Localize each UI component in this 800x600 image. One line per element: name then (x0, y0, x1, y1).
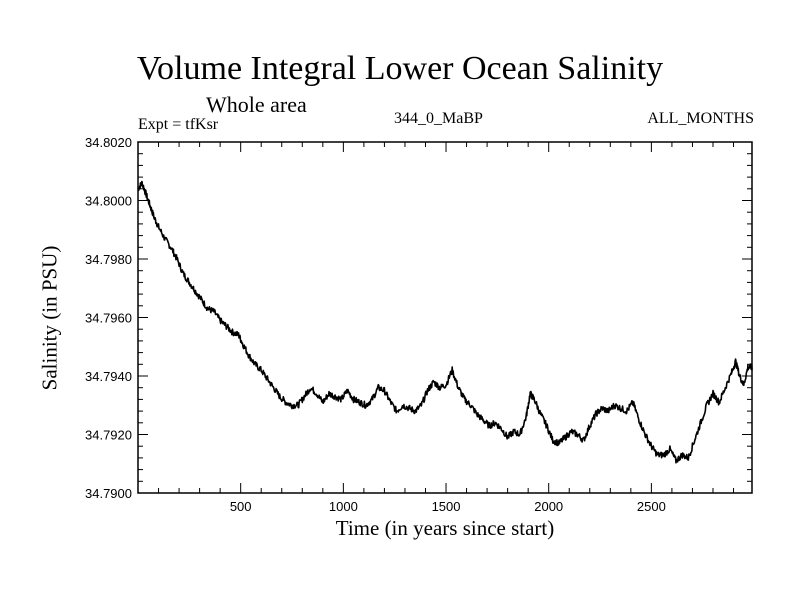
x-tick-label: 500 (230, 499, 252, 514)
chart-subtitle: Whole area (206, 92, 307, 117)
x-axis-label: Time (in years since start) (335, 516, 555, 540)
y-tick-label: 34.7940 (85, 369, 132, 384)
y-tick-label: 34.7980 (85, 252, 132, 267)
y-tick-label: 34.7900 (85, 486, 132, 501)
y-tick-label: 34.7920 (85, 428, 132, 443)
series-line-salinity (137, 180, 753, 464)
x-tick-label: 2500 (637, 499, 666, 514)
x-tick-label: 1500 (432, 499, 461, 514)
experiment-label: Expt = tfKsr (138, 116, 219, 133)
x-tick-label: 2000 (534, 499, 563, 514)
x-tick-label: 1000 (329, 499, 358, 514)
months-label: ALL_MONTHS (647, 110, 754, 127)
axis-ticks (138, 141, 752, 494)
y-tick-label: 34.8020 (85, 135, 132, 150)
period-label: 344_0_MaBP (394, 110, 483, 127)
y-tick-label: 34.8000 (85, 194, 132, 209)
tick-labels: 500 1000 1500 2000 2500 34.7900 34.7920 34.7940… (85, 135, 666, 514)
y-axis-label: Salinity (in PSU) (37, 245, 62, 391)
plot-frame (137, 141, 753, 494)
chart-title: Volume Integral Lower Ocean Salinity (136, 50, 664, 87)
y-tick-label: 34.7960 (85, 311, 132, 326)
